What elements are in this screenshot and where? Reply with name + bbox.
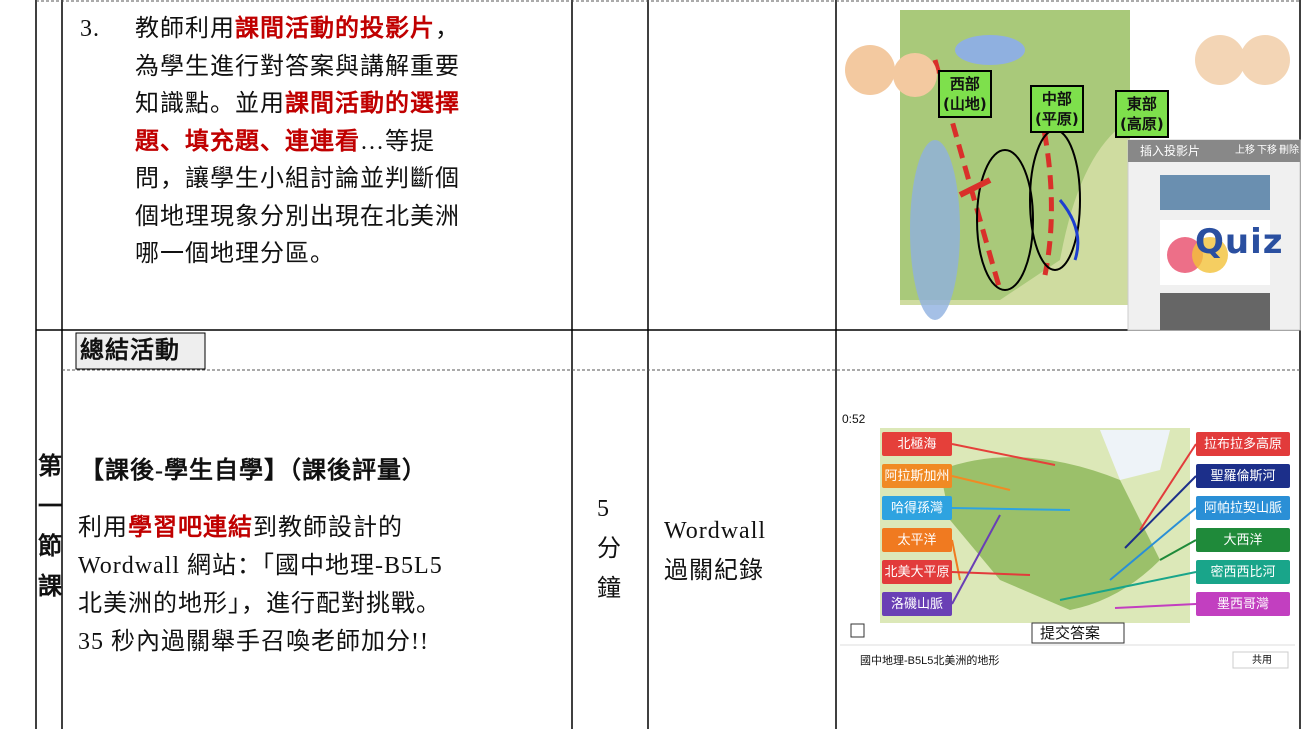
connector (951, 539, 961, 581)
text-line: 35 秒內過關舉手召喚老師加分!! (78, 627, 429, 657)
text-line: Wordwall 網站：「國中地理-B5L5 (78, 551, 443, 581)
connector (951, 571, 1031, 576)
quiz-text: Quiz (1195, 222, 1284, 262)
match-label[interactable]: 大西洋 (1196, 528, 1290, 552)
text-segment: 利用 (78, 515, 128, 541)
text-line: 北美洲的地形」，進行配對挑戰。 (78, 589, 441, 619)
region-text: (山地) (943, 95, 987, 113)
text-line: 利用學習吧連結到教師設計的 (78, 513, 403, 543)
text-segment: 問，讓學生小組討論並判斷個 (135, 166, 460, 192)
region-text: (平原) (1035, 110, 1079, 128)
submit-button[interactable]: 提交答案 (1040, 625, 1101, 642)
session-char: 一 (38, 494, 63, 520)
match-label[interactable]: 密西西比河 (1196, 560, 1290, 584)
panel-title: 插入投影片 (1140, 144, 1201, 158)
match-label[interactable]: 洛磯山脈 (882, 592, 952, 616)
time-char: 分 (597, 536, 622, 562)
text-segment: 學習吧連結 (128, 515, 253, 541)
text-line: 教師利用課間活動的投影片， (135, 14, 460, 44)
text-segment: 北美洲的地形」，進行配對挑戰。 (78, 591, 441, 617)
text-line: 哪一個地理分區。 (135, 239, 335, 269)
text-segment: 課間活動的投影片 (235, 16, 435, 42)
text-segment: 個地理現象分別出現在北美洲 (135, 203, 460, 230)
region-label: 東部 (高原) (1115, 90, 1169, 138)
match-label[interactable]: 北美大平原 (882, 560, 952, 584)
text-segment: 課間活動的選擇 (285, 91, 460, 117)
activity-title: 【課後-學生自學】（課後評量） (80, 458, 427, 484)
text-line: 為學生進行對答案與講解重要 (135, 52, 460, 82)
match-label[interactable]: 阿拉斯加州 (882, 464, 952, 488)
match-label[interactable]: 墨西哥灣 (1196, 592, 1290, 616)
resource-line: 過關紀錄 (664, 558, 764, 584)
text-segment: 到教師設計的 (253, 515, 403, 541)
connector (1124, 475, 1197, 549)
match-label[interactable]: 北極海 (882, 432, 952, 456)
connector (1159, 539, 1197, 561)
connector (1139, 443, 1197, 531)
time-char: 5 (597, 496, 610, 522)
text-segment: 知識點。並用 (135, 91, 285, 117)
connector (951, 443, 1056, 466)
text-segment: 為學生進行對答案與講解重要 (135, 53, 460, 80)
match-label[interactable]: 拉布拉多高原 (1196, 432, 1290, 456)
text-segment: ， (435, 16, 460, 42)
game-title: 國中地理-B5L5北美洲的地形 (860, 655, 1000, 667)
connector (951, 514, 1001, 605)
region-text: (高原) (1120, 115, 1164, 133)
connector (951, 507, 1071, 511)
text-line: 知識點。並用課間活動的選擇 (135, 89, 460, 119)
text-segment: 題、填充題、連連看 (135, 128, 360, 155)
panel-button: 下移 (1257, 145, 1277, 156)
session-char: 節 (38, 534, 63, 560)
connector (1114, 603, 1197, 609)
text-line: 個地理現象分別出現在北美洲 (135, 202, 460, 232)
match-label[interactable]: 聖羅倫斯河 (1196, 464, 1290, 488)
panel-button: 刪除 (1279, 145, 1299, 156)
text-segment: …等提 (360, 128, 435, 155)
match-label[interactable]: 阿帕拉契山脈 (1196, 496, 1290, 520)
region-text: 西部 (949, 75, 980, 93)
session-char: 第 (38, 454, 63, 480)
step-number: 3. (80, 16, 100, 42)
time-char: 鐘 (597, 576, 622, 602)
region-text: 中部 (1041, 90, 1072, 108)
text-line: 題、填充題、連連看…等提 (135, 127, 435, 157)
resource-line: Wordwall (664, 518, 767, 544)
text-segment: 35 秒內過關舉手召喚老師加分!! (78, 629, 429, 655)
share-button[interactable]: 共用 (1252, 655, 1272, 666)
region-text: 東部 (1126, 95, 1157, 113)
panel-button: 上移 (1235, 145, 1255, 156)
session-char: 課 (38, 574, 63, 600)
connector (1109, 507, 1197, 581)
connector (951, 475, 1011, 491)
timer: 0:52 (842, 412, 866, 426)
text-segment: 教師利用 (135, 16, 235, 42)
text-segment: Wordwall 網站：「國中地理-B5L5 (78, 553, 443, 579)
text-segment: 哪一個地理分區。 (135, 241, 335, 267)
match-label[interactable]: 太平洋 (882, 528, 952, 552)
region-label: 中部 (平原) (1030, 85, 1084, 133)
text-line: 問，讓學生小組討論並判斷個 (135, 164, 460, 194)
section-heading: 總結活動 (80, 338, 180, 364)
connector (1059, 571, 1197, 601)
region-label: 西部 (山地) (938, 70, 992, 118)
match-label[interactable]: 哈得孫灣 (882, 496, 952, 520)
